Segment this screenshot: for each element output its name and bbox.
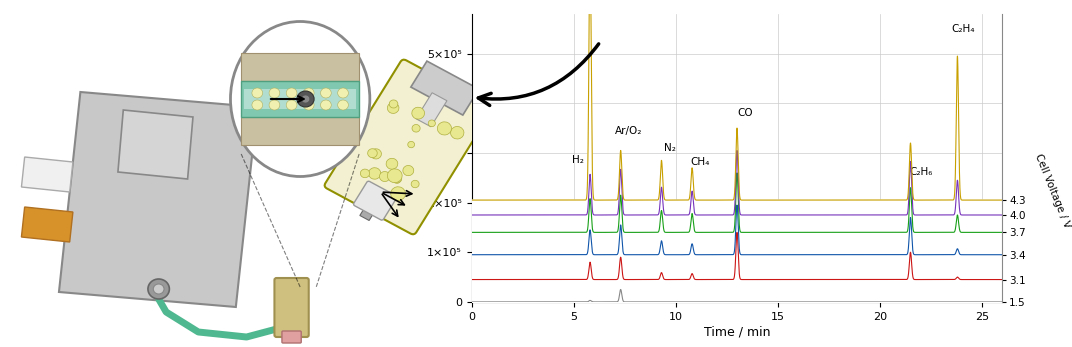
Circle shape bbox=[269, 88, 280, 98]
Bar bbox=[411, 61, 479, 115]
Polygon shape bbox=[118, 110, 193, 179]
Circle shape bbox=[286, 100, 297, 110]
Circle shape bbox=[301, 95, 310, 103]
Bar bbox=[241, 81, 359, 117]
Circle shape bbox=[321, 88, 331, 98]
FancyBboxPatch shape bbox=[274, 278, 309, 337]
Circle shape bbox=[338, 100, 348, 110]
Circle shape bbox=[269, 100, 280, 110]
Circle shape bbox=[371, 149, 382, 159]
Bar bbox=[241, 117, 359, 145]
Circle shape bbox=[437, 122, 451, 135]
Text: C₂H₄: C₂H₄ bbox=[952, 24, 976, 34]
FancyBboxPatch shape bbox=[282, 331, 301, 343]
Circle shape bbox=[386, 158, 398, 169]
FancyBboxPatch shape bbox=[325, 60, 492, 234]
Circle shape bbox=[153, 284, 164, 294]
Ellipse shape bbox=[230, 22, 370, 177]
Circle shape bbox=[412, 107, 425, 119]
Circle shape bbox=[286, 88, 297, 98]
Text: H₂: H₂ bbox=[571, 155, 584, 165]
Circle shape bbox=[390, 187, 405, 201]
Circle shape bbox=[338, 88, 348, 98]
Circle shape bbox=[412, 125, 420, 132]
Circle shape bbox=[450, 127, 464, 139]
Circle shape bbox=[360, 169, 370, 178]
Bar bbox=[244, 89, 356, 109]
Circle shape bbox=[148, 279, 169, 299]
Text: C₂H₆: C₂H₆ bbox=[909, 167, 933, 177]
Circle shape bbox=[252, 100, 263, 110]
Text: N₂: N₂ bbox=[664, 143, 675, 153]
Circle shape bbox=[368, 149, 377, 158]
Circle shape bbox=[369, 168, 381, 179]
Text: CO: CO bbox=[738, 108, 753, 118]
Circle shape bbox=[389, 100, 398, 108]
Circle shape bbox=[428, 120, 435, 127]
Y-axis label: Intensity / a.u.: Intensity / a.u. bbox=[408, 113, 421, 203]
Polygon shape bbox=[21, 207, 73, 242]
X-axis label: Time / min: Time / min bbox=[703, 326, 771, 339]
Bar bbox=[241, 53, 359, 81]
Circle shape bbox=[387, 103, 399, 113]
Circle shape bbox=[252, 88, 263, 98]
FancyBboxPatch shape bbox=[354, 181, 397, 220]
Circle shape bbox=[303, 88, 314, 98]
Circle shape bbox=[303, 100, 314, 110]
Circle shape bbox=[387, 169, 402, 183]
Text: Cell Voltage / V: Cell Voltage / V bbox=[1033, 152, 1072, 229]
Polygon shape bbox=[21, 157, 73, 192]
Polygon shape bbox=[59, 92, 257, 307]
Bar bbox=[360, 200, 378, 220]
Circle shape bbox=[393, 176, 401, 183]
Circle shape bbox=[412, 180, 419, 188]
Circle shape bbox=[379, 171, 390, 181]
Circle shape bbox=[394, 176, 402, 182]
Circle shape bbox=[297, 91, 314, 107]
Text: CH₄: CH₄ bbox=[690, 157, 710, 167]
Circle shape bbox=[321, 100, 331, 110]
Circle shape bbox=[407, 141, 415, 148]
Circle shape bbox=[403, 166, 414, 176]
Bar bbox=[416, 93, 447, 127]
Text: Ar/O₂: Ar/O₂ bbox=[615, 126, 642, 136]
